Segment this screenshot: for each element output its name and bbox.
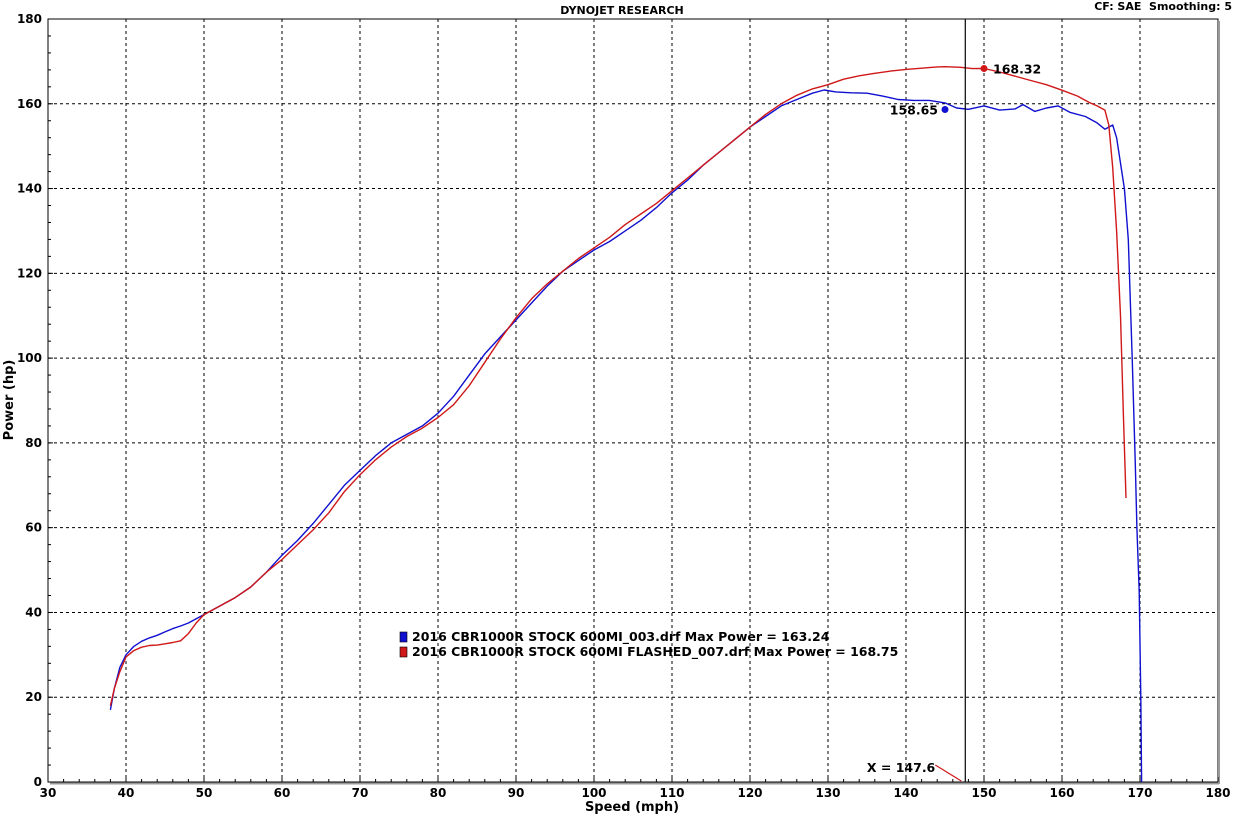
y-tick-label-180: 180	[17, 12, 42, 26]
x-tick-label-150: 150	[971, 786, 996, 800]
x-axis-ticks: 30 40 50 60 70 80 90 100 110 120 130 140 150 160 170 18…	[40, 777, 1231, 800]
marker-layer: 158.65 168.32	[890, 62, 1042, 118]
y-tick-label-160: 160	[17, 97, 42, 111]
cursor-pointer	[934, 764, 962, 782]
series-layer	[109, 66, 1143, 783]
marker-flashed[interactable]	[980, 65, 988, 73]
x-tick-label-70: 70	[352, 786, 369, 800]
x-tick-label-110: 110	[659, 786, 684, 800]
x-tick-label-140: 140	[893, 786, 918, 800]
x-tick-label-100: 100	[581, 786, 606, 800]
y-tick-label-20: 20	[25, 690, 42, 704]
x-tick-label-90: 90	[508, 786, 525, 800]
y-tick-label-40: 40	[25, 605, 42, 619]
y-axis-title: Power (hp)	[2, 360, 17, 441]
y-tick-label-120: 120	[17, 266, 42, 280]
x-tick-label-120: 120	[737, 786, 762, 800]
y-tick-label-80: 80	[25, 436, 42, 450]
y-tick-label-100: 100	[17, 351, 42, 365]
y-tick-label-60: 60	[25, 521, 42, 535]
x-tick-label-130: 130	[815, 786, 840, 800]
y-tick-label-0: 0	[34, 775, 42, 789]
chart-title: DYNOJET RESEARCH	[560, 4, 683, 17]
legend: 2016 CBR1000R STOCK 600MI_003.drf Max Po…	[399, 629, 898, 660]
x-tick-label-80: 80	[430, 786, 447, 800]
legend-entry-stock: 2016 CBR1000R STOCK 600MI_003.drf Max Po…	[412, 629, 830, 645]
legend-swatch-stock	[399, 631, 408, 643]
x-tick-label-30: 30	[40, 786, 57, 800]
marker-stock[interactable]	[941, 106, 949, 114]
y-axis-ticks: 0 20 40 60 80 100 120 140 160 180	[17, 12, 53, 789]
x-tick-label-160: 160	[1049, 786, 1074, 800]
marker-label-stock: 158.65	[890, 103, 938, 118]
cursor-readout: X = 147.6	[867, 760, 936, 775]
x-tick-label-180: 180	[1205, 786, 1230, 800]
x-axis-title: Speed (mph)	[585, 800, 679, 814]
x-tick-label-60: 60	[274, 786, 291, 800]
legend-swatch-flashed	[399, 646, 408, 658]
legend-entry-flashed: 2016 CBR1000R STOCK 600MI FLASHED_007.dr…	[412, 644, 898, 660]
x-tick-label-40: 40	[118, 786, 135, 800]
marker-label-flashed: 168.32	[993, 62, 1041, 77]
series-line-flashed	[109, 66, 1127, 706]
y-tick-label-140: 140	[17, 182, 42, 196]
plot-area	[47, 18, 1219, 783]
x-tick-label-50: 50	[196, 786, 213, 800]
grid-lines	[48, 19, 1218, 782]
cursor-layer: X = 147.6	[867, 19, 966, 782]
correction-smoothing-info: CF: SAE Smoothing: 5	[1094, 0, 1232, 13]
x-tick-label-170: 170	[1127, 786, 1152, 800]
